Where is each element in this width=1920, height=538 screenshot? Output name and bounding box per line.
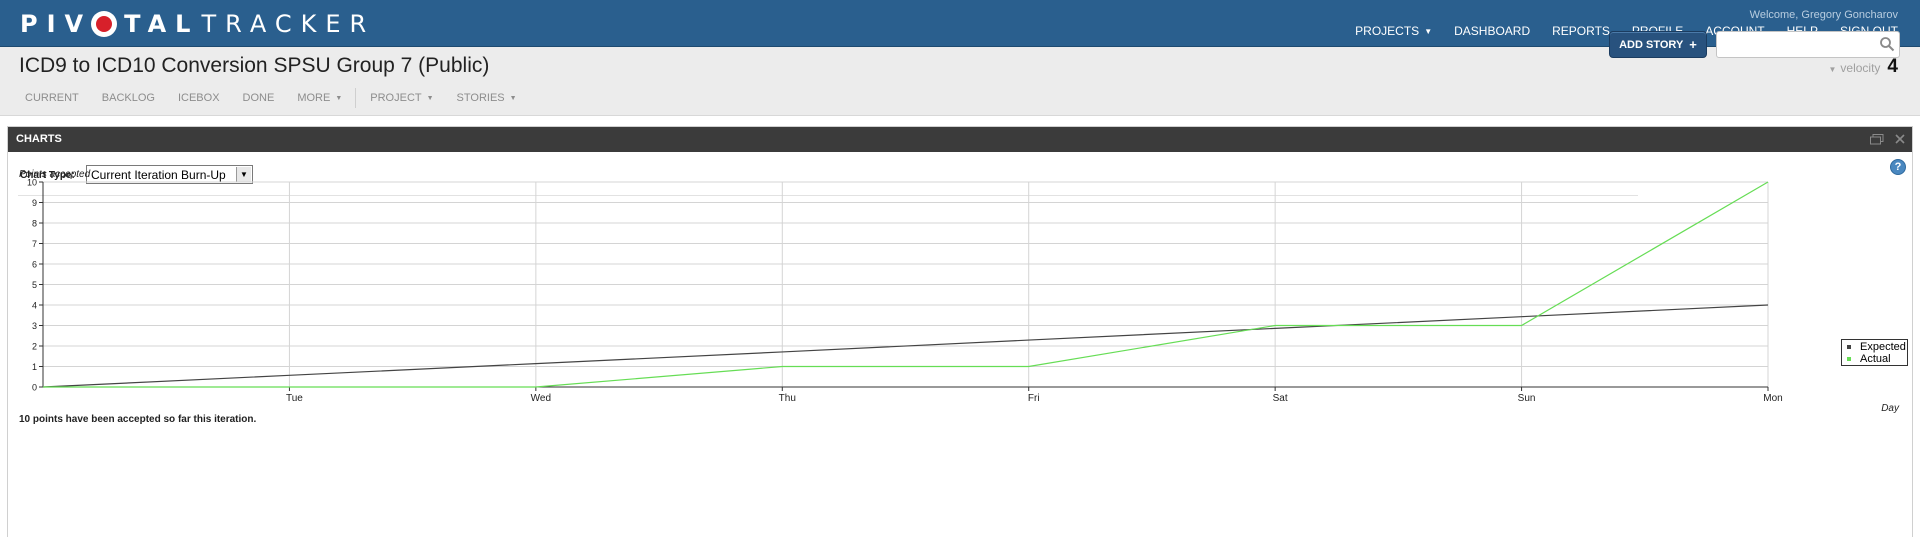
- maximize-icon[interactable]: [1870, 134, 1884, 145]
- tab-backlog[interactable]: BACKLOG: [101, 92, 155, 104]
- chart-type-select[interactable]: Current Iteration Burn-Up ▼: [86, 165, 253, 184]
- project-tabs: CURRENT BACKLOG ICEBOX DONE MORE ▼ PROJEC…: [25, 88, 540, 108]
- x-axis-label: Day: [1881, 403, 1900, 414]
- chart-axes: 0 1 2 3 4 5 6 7 8 9 10 Tue Wed Thu Fri Sat Sun Mon: [27, 178, 1783, 405]
- burn-up-chart: 0 1 2 3 4 5 6 7 8 9 10 Tue Wed Thu Fri Sat Sun Mon Points…: [19, 169, 1900, 414]
- x-tick-label: Mon: [1763, 393, 1782, 404]
- velocity-caret-icon: ▼: [1828, 65, 1837, 74]
- nav-reports[interactable]: REPORTS: [1552, 24, 1610, 38]
- y-tick-label: 1: [32, 362, 37, 372]
- logo-text-1: PIV: [20, 10, 93, 38]
- chevron-down-icon: ▼: [335, 95, 343, 102]
- y-tick-label: 5: [32, 280, 37, 290]
- x-tick-label: Fri: [1028, 393, 1040, 404]
- chevron-down-icon: ▼: [1424, 27, 1433, 36]
- y-tick-label: 3: [32, 321, 37, 331]
- y-tick-label: 2: [32, 342, 37, 352]
- x-tick-label: Sun: [1518, 393, 1536, 404]
- tab-current[interactable]: CURRENT: [25, 92, 79, 104]
- iteration-summary: 10 points have been accepted so far this…: [19, 414, 257, 425]
- legend-swatch-expected: [1847, 345, 1851, 349]
- tab-more[interactable]: MORE ▼: [297, 92, 343, 104]
- dropdown-arrow-icon: ▼: [236, 167, 251, 182]
- help-icon[interactable]: ?: [1890, 159, 1906, 175]
- close-icon[interactable]: [1894, 133, 1906, 145]
- search-icon[interactable]: [1879, 36, 1895, 52]
- y-tick-label: 9: [32, 198, 37, 208]
- y-tick-label: 8: [32, 219, 37, 229]
- chart-type-value: Current Iteration Burn-Up: [91, 168, 226, 182]
- x-tick-label: Tue: [286, 393, 303, 404]
- chart-divider: [18, 195, 1638, 196]
- top-header: PIV TAL TRACKER Welcome, Gregory Goncharo…: [0, 0, 1920, 47]
- tab-icebox[interactable]: ICEBOX: [177, 92, 220, 104]
- welcome-text: Welcome, Gregory Goncharov: [1749, 9, 1898, 21]
- legend-swatch-actual: [1847, 357, 1851, 361]
- x-tick-label: Sat: [1273, 393, 1288, 404]
- menu-project[interactable]: PROJECT ▼: [370, 92, 434, 104]
- chevron-down-icon: ▼: [426, 95, 434, 102]
- charts-panel: CHARTS Chart Type: Current Iteration Bur…: [7, 126, 1913, 537]
- x-tick-label: Thu: [779, 393, 796, 404]
- panel-header: CHARTS: [8, 127, 1912, 152]
- velocity-value: 4: [1887, 56, 1898, 77]
- nav-projects[interactable]: PROJECTS ▼: [1355, 24, 1433, 38]
- tab-done[interactable]: DONE: [242, 92, 275, 104]
- series-line-expected: [42, 304, 1769, 388]
- project-bar: ICD9 to ICD10 Conversion SPSU Group 7 (P…: [0, 47, 1920, 116]
- pivotal-tracker-logo[interactable]: PIV TAL TRACKER: [20, 10, 375, 38]
- y-tick-label: 0: [32, 383, 37, 393]
- menu-stories[interactable]: STORIES ▼: [456, 92, 517, 104]
- y-tick-label: 6: [32, 260, 37, 270]
- nav-dashboard[interactable]: DASHBOARD: [1454, 24, 1531, 38]
- series-line-actual: [43, 181, 1769, 388]
- panel-title: CHARTS: [16, 133, 62, 145]
- y-tick-label: 7: [32, 239, 37, 249]
- chart-type-label: Chart Type:: [20, 170, 75, 181]
- y-axis-label: Points accepted: [19, 169, 91, 180]
- chart-series: [42, 181, 1769, 388]
- legend-item-actual: Actual: [1847, 353, 1907, 365]
- project-title: ICD9 to ICD10 Conversion SPSU Group 7 (P…: [19, 54, 490, 77]
- velocity-label: velocity: [1840, 61, 1881, 75]
- logo-dot-icon: [91, 11, 118, 37]
- chart-legend: Expected Actual: [1841, 339, 1908, 366]
- chart-grid: [43, 181, 1769, 388]
- y-tick-label: 10: [27, 178, 37, 188]
- search-input[interactable]: [1716, 31, 1900, 58]
- chevron-down-icon: ▼: [509, 95, 517, 102]
- legend-item-expected: Expected: [1847, 341, 1907, 353]
- plus-icon: +: [1689, 37, 1697, 52]
- add-story-button[interactable]: ADD STORY +: [1609, 31, 1707, 58]
- y-tick-label: 4: [32, 301, 37, 311]
- logo-text-3: TRACKER: [201, 10, 376, 38]
- x-tick-label: Wed: [531, 393, 551, 404]
- velocity-display[interactable]: ▼ velocity 4: [1828, 56, 1898, 78]
- logo-text-2: TAL: [124, 10, 200, 38]
- tab-divider: [355, 88, 357, 108]
